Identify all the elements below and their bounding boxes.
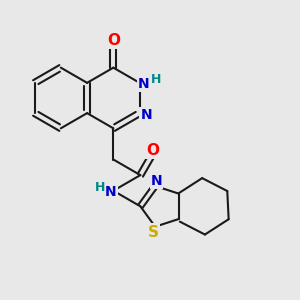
Text: H: H <box>95 181 105 194</box>
Text: N: N <box>151 174 163 188</box>
Text: H: H <box>151 73 161 86</box>
Text: N: N <box>140 108 152 122</box>
Text: N: N <box>105 185 117 199</box>
Text: S: S <box>148 224 159 239</box>
Text: O: O <box>146 143 160 158</box>
Text: O: O <box>107 33 120 48</box>
Text: N: N <box>138 77 150 91</box>
